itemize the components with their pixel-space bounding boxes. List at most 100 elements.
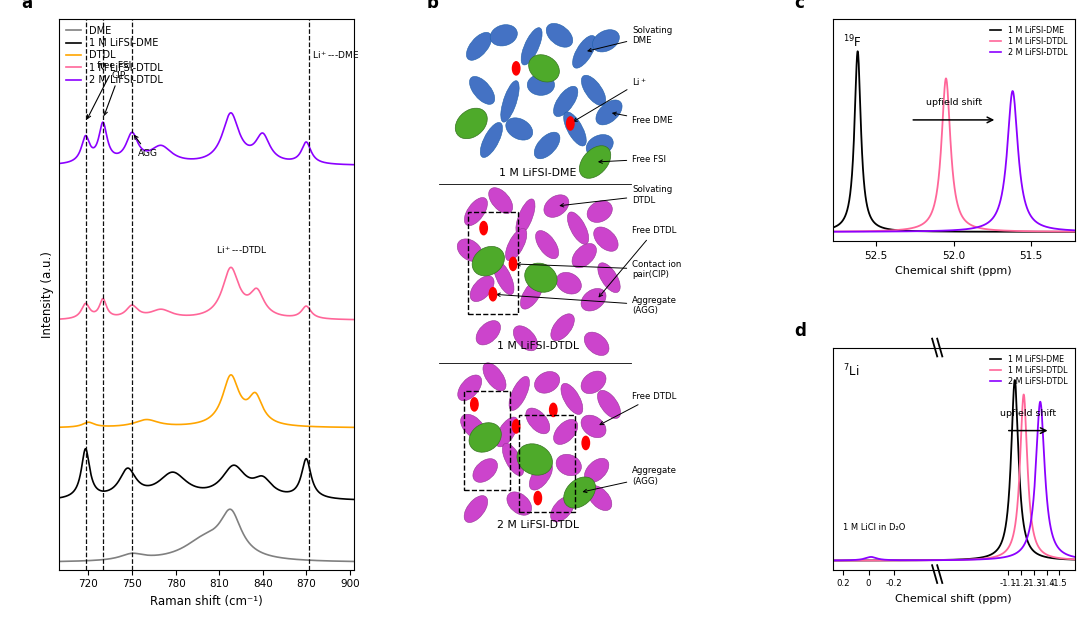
Ellipse shape <box>564 477 595 508</box>
Ellipse shape <box>581 75 606 106</box>
Ellipse shape <box>458 375 482 401</box>
Ellipse shape <box>544 195 569 217</box>
Ellipse shape <box>456 108 487 139</box>
Line: 1 M LiFSI-DME: 1 M LiFSI-DME <box>59 449 357 500</box>
Ellipse shape <box>505 228 527 261</box>
Ellipse shape <box>517 444 553 475</box>
Ellipse shape <box>483 363 507 391</box>
DTDL <box>167 421 180 428</box>
Ellipse shape <box>505 118 532 140</box>
Line: DTDL: DTDL <box>59 375 357 428</box>
Ellipse shape <box>496 417 518 447</box>
DTDL <box>351 424 364 431</box>
Ellipse shape <box>525 263 557 292</box>
Ellipse shape <box>527 74 554 95</box>
Text: Li$^+$---DME: Li$^+$---DME <box>312 49 360 61</box>
Text: c: c <box>794 0 805 12</box>
DME <box>180 541 193 549</box>
1 M LiFSI-DME <box>180 478 193 485</box>
2 M LiFSI-DTDL <box>86 144 99 151</box>
Text: upfield shift: upfield shift <box>926 98 982 108</box>
Text: $^{19}$F: $^{19}$F <box>842 34 862 51</box>
Ellipse shape <box>584 458 609 483</box>
2 M LiFSI-DTDL <box>313 157 326 165</box>
2 M LiFSI-DTDL <box>105 145 118 153</box>
1 M LiFSI-DME <box>53 494 66 501</box>
DTDL <box>313 423 326 431</box>
1 M LiFSI-DME <box>79 445 92 453</box>
Ellipse shape <box>581 415 606 438</box>
1 M LiFSI-DME <box>167 468 180 476</box>
Line: 2 M LiFSI-DTDL: 2 M LiFSI-DTDL <box>59 113 357 165</box>
Ellipse shape <box>597 391 621 418</box>
Circle shape <box>550 403 557 416</box>
DME <box>351 558 364 565</box>
Text: CIP: CIP <box>104 71 126 115</box>
Ellipse shape <box>554 419 578 444</box>
Ellipse shape <box>567 212 589 244</box>
2 M LiFSI-DTDL <box>167 150 180 158</box>
Ellipse shape <box>501 81 519 122</box>
Ellipse shape <box>535 371 559 393</box>
DME <box>86 557 99 564</box>
Text: Aggregate
(AGG): Aggregate (AGG) <box>497 293 677 315</box>
X-axis label: Chemical shift (ppm): Chemical shift (ppm) <box>895 594 1012 604</box>
2 M LiFSI-DTDL <box>351 161 364 168</box>
Circle shape <box>510 257 516 270</box>
Ellipse shape <box>594 227 618 251</box>
DME <box>224 505 237 513</box>
1 M LiFSI-DTDL <box>167 310 180 317</box>
Legend: 1 M LiFSI-DME, 1 M LiFSI-DTDL, 2 M LiFSI-DTDL: 1 M LiFSI-DME, 1 M LiFSI-DTDL, 2 M LiFSI… <box>987 352 1070 389</box>
Text: 1 M LiFSI-DTDL: 1 M LiFSI-DTDL <box>497 341 579 351</box>
Text: AGG: AGG <box>134 135 158 158</box>
Ellipse shape <box>509 376 529 411</box>
Text: Solvating
DTDL: Solvating DTDL <box>561 185 673 207</box>
2 M LiFSI-DTDL <box>345 161 357 168</box>
DME <box>105 555 118 562</box>
DTDL <box>345 424 357 431</box>
Text: Aggregate
(AGG): Aggregate (AGG) <box>583 466 677 493</box>
Ellipse shape <box>470 76 495 105</box>
DME <box>345 558 357 565</box>
Line: 1 M LiFSI-DTDL: 1 M LiFSI-DTDL <box>59 267 357 320</box>
Ellipse shape <box>472 247 504 276</box>
1 M LiFSI-DME <box>345 496 357 503</box>
Ellipse shape <box>572 244 596 268</box>
Circle shape <box>471 398 478 411</box>
Ellipse shape <box>598 263 620 292</box>
Ellipse shape <box>528 54 559 82</box>
Ellipse shape <box>494 260 514 295</box>
Ellipse shape <box>513 326 538 351</box>
Ellipse shape <box>556 454 581 476</box>
Text: 1 M LiFSI-DME: 1 M LiFSI-DME <box>499 168 577 178</box>
Text: Free DME: Free DME <box>612 112 673 125</box>
1 M LiFSI-DTDL <box>313 313 326 321</box>
Circle shape <box>535 491 541 505</box>
1 M LiFSI-DME <box>105 485 118 493</box>
Ellipse shape <box>467 33 491 60</box>
Legend: 1 M LiFSI-DME, 1 M LiFSI-DTDL, 2 M LiFSI-DTDL: 1 M LiFSI-DME, 1 M LiFSI-DTDL, 2 M LiFSI… <box>987 23 1070 60</box>
Ellipse shape <box>476 321 500 345</box>
Ellipse shape <box>521 279 543 309</box>
Ellipse shape <box>481 123 502 158</box>
Ellipse shape <box>588 201 612 222</box>
Ellipse shape <box>529 462 553 490</box>
DME <box>313 557 326 565</box>
Ellipse shape <box>564 112 586 146</box>
Ellipse shape <box>581 371 606 394</box>
Ellipse shape <box>507 492 531 515</box>
1 M LiFSI-DTDL <box>86 308 99 316</box>
Text: free FSI: free FSI <box>87 61 132 118</box>
Ellipse shape <box>522 28 542 65</box>
DME <box>53 558 66 565</box>
Ellipse shape <box>551 314 575 341</box>
Ellipse shape <box>490 24 517 46</box>
Ellipse shape <box>546 23 572 47</box>
Line: DME: DME <box>59 509 357 562</box>
Text: Free FSI: Free FSI <box>599 155 666 164</box>
Text: 1 M LiCl in D₂O: 1 M LiCl in D₂O <box>842 523 905 531</box>
DTDL <box>53 423 66 431</box>
Ellipse shape <box>469 423 501 452</box>
Ellipse shape <box>536 230 558 259</box>
Ellipse shape <box>470 276 494 302</box>
